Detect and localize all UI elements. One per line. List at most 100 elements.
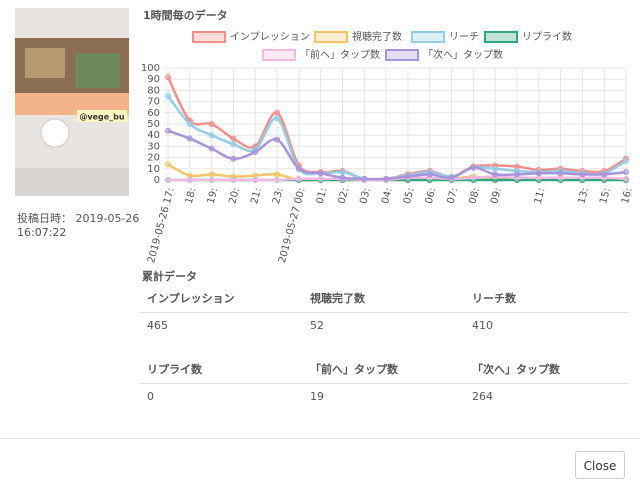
x-tick-label: 03: (358, 187, 373, 205)
total-label: 「前へ」タップ数 (310, 363, 398, 376)
data-point (623, 175, 629, 182)
data-point (623, 169, 629, 176)
legend-label: 「前へ」タップ数 (300, 48, 380, 61)
y-tick-label: 50 (147, 119, 160, 130)
y-tick-label: 10 (147, 164, 160, 175)
y-tick-label: 40 (147, 130, 160, 141)
photo-detail (75, 53, 120, 88)
y-tick-label: 20 (147, 153, 160, 164)
x-tick-label: 16: (620, 187, 635, 205)
y-tick-label: 30 (147, 141, 160, 152)
x-tick-label: 01: (315, 187, 330, 205)
x-tick-label: 05: (402, 187, 417, 205)
data-point (230, 177, 237, 183)
data-point (535, 170, 542, 177)
legend-swatch (411, 31, 445, 43)
post-label: 投稿日時： (17, 212, 72, 225)
legend-label: リーチ (449, 31, 479, 43)
row-separator (140, 383, 628, 384)
total-label: リーチ数 (472, 292, 516, 305)
data-point (623, 157, 629, 164)
x-tick-label: 13: (576, 187, 591, 205)
total-value: 52 (310, 319, 324, 332)
story-thumbnail: @vege_bu (15, 8, 129, 196)
data-point (339, 174, 346, 181)
data-point (492, 171, 499, 178)
total-label: リプライ数 (147, 363, 202, 376)
data-point (339, 169, 346, 176)
legend-swatch (262, 49, 296, 61)
data-point (208, 121, 215, 127)
data-point (208, 132, 215, 139)
x-tick-label: 15: (598, 187, 613, 205)
data-point (557, 170, 564, 177)
caption-bg (77, 110, 127, 122)
data-point (208, 145, 215, 152)
data-point (470, 164, 477, 171)
y-tick-label: 80 (147, 85, 160, 96)
caption: @vege_bu (79, 113, 125, 122)
data-point (165, 177, 171, 183)
x-tick-label: 2019-05-26 17: (146, 187, 177, 265)
data-point (186, 121, 193, 127)
data-point (165, 127, 171, 134)
series-line (166, 76, 627, 181)
x-tick-label: 21: (249, 187, 264, 205)
y-tick-label: 60 (147, 108, 160, 119)
data-point (383, 175, 390, 182)
data-point (230, 141, 237, 148)
x-tick-label: 20: (227, 187, 242, 205)
data-point (165, 73, 171, 80)
grid-photos (15, 168, 129, 196)
y-tick-label: 70 (147, 97, 160, 108)
legend-swatch (385, 49, 419, 61)
total-value: 19 (310, 390, 324, 403)
x-tick-label: 07: (446, 187, 461, 205)
total-value: 0 (147, 390, 154, 403)
total-label: インプレッション (147, 292, 235, 305)
post-date: 投稿日時： 2019-05-26 (17, 210, 139, 226)
photo-detail (25, 48, 65, 78)
row-separator (140, 312, 628, 313)
total-value: 410 (472, 319, 493, 332)
post-time: 16:07:22 (17, 226, 67, 239)
total-value: 264 (472, 390, 493, 403)
totals-title: 累計データ (142, 270, 197, 283)
data-point (448, 174, 455, 181)
data-point (492, 165, 499, 172)
total-label: 視聴完了数 (310, 292, 365, 305)
x-tick-label: 06: (424, 187, 439, 205)
data-point (165, 161, 171, 168)
x-tick-label: 02: (336, 187, 351, 205)
y-tick-label: 100 (141, 63, 160, 74)
data-point (252, 177, 259, 183)
legend-label: リプライ数 (522, 30, 572, 43)
data-point (186, 177, 193, 183)
legend-swatch (192, 31, 226, 43)
legend-label: 「次へ」タップ数 (423, 48, 503, 61)
data-point (295, 175, 302, 182)
close-button[interactable]: Close (575, 451, 625, 479)
data-point (208, 171, 215, 178)
data-point (274, 171, 281, 178)
y-tick-label: 90 (147, 74, 160, 85)
banner (15, 93, 129, 115)
data-point (601, 171, 608, 178)
legend-swatch (314, 31, 348, 43)
data-point (317, 170, 324, 177)
x-tick-label: 04: (380, 187, 395, 205)
legend-label: インプレッション (230, 31, 310, 43)
data-point (230, 155, 237, 162)
avatar (40, 118, 70, 148)
data-point (165, 93, 171, 99)
x-tick-label: 11: (533, 187, 548, 205)
data-point (361, 175, 368, 182)
post-date-value: 2019-05-26 (75, 212, 140, 225)
data-point (426, 171, 433, 178)
total-value: 465 (147, 319, 168, 332)
data-point (274, 177, 281, 183)
data-point (317, 175, 324, 182)
data-point (274, 136, 281, 143)
